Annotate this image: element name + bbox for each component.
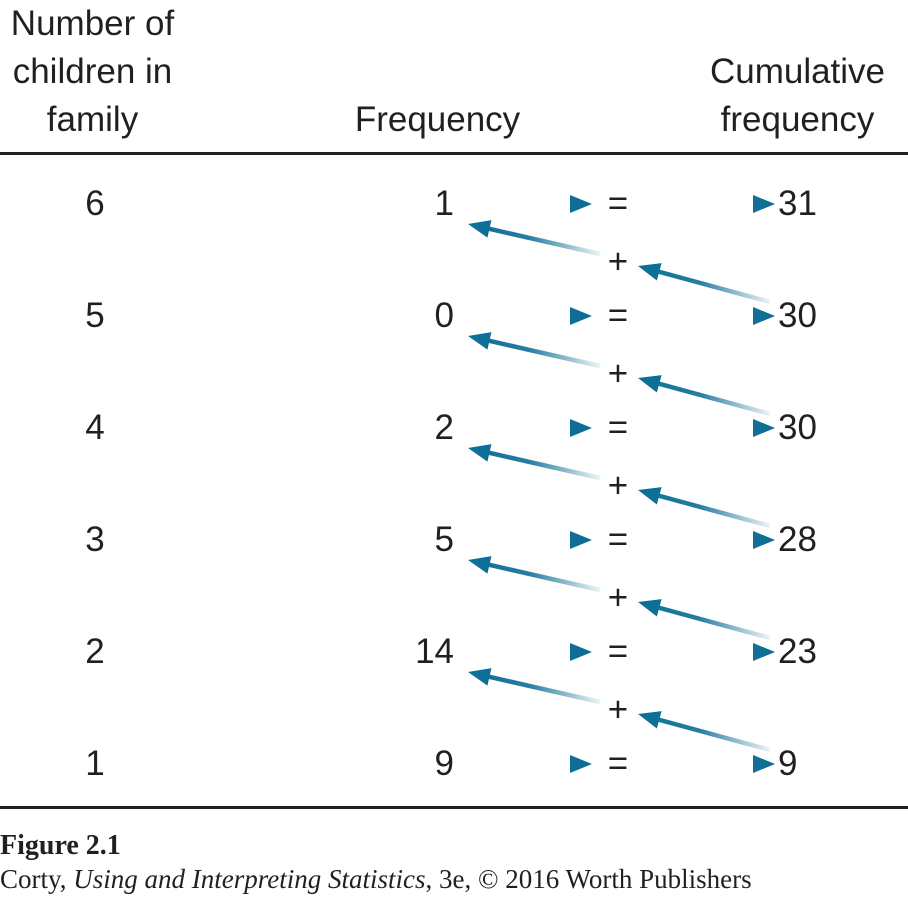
arrow-frequency-to-equals-head: [570, 307, 592, 325]
figure-caption: Figure 2.1 Corty, Using and Interpreting…: [0, 830, 908, 896]
arrow-plus-to-frequency: [485, 561, 601, 593]
equals-sign: =: [607, 520, 629, 559]
header-children-in-family: Number of children in family: [0, 0, 185, 144]
arrow-frequency-to-equals-head: [570, 195, 592, 213]
arrow-cumulative-to-plus-head: [638, 711, 662, 729]
children-count-cell: 1: [85, 744, 105, 783]
header-cumulative-frequency: Cumulative frequency: [690, 48, 905, 144]
header-line: Frequency: [354, 100, 521, 139]
equals-sign: =: [607, 296, 629, 335]
children-count-cell: 2: [85, 632, 105, 671]
arrow-plus-to-frequency-head: [468, 220, 492, 238]
frequency-cell: 1: [434, 184, 454, 223]
equals-sign: =: [607, 408, 629, 447]
header-line: frequency: [720, 100, 875, 139]
arrow-plus-to-frequency: [485, 673, 601, 705]
arrow-plus-to-frequency-head: [468, 668, 492, 686]
cumulative-frequency-cell: 23: [778, 632, 817, 671]
figure-title: Figure 2.1: [0, 830, 121, 861]
plus-sign: +: [607, 578, 629, 617]
top-rule: [0, 152, 908, 155]
equals-sign: =: [607, 632, 629, 671]
children-count-cell: 6: [85, 184, 105, 223]
frequency-cell: 9: [434, 744, 454, 783]
arrow-equals-to-cumulative-head: [753, 531, 775, 549]
credit-rest: , 3e, © 2016 Worth Publishers: [425, 864, 752, 894]
bottom-rule: [0, 806, 908, 809]
frequency-cell: 5: [434, 520, 454, 559]
arrow-cumulative-to-plus-head: [638, 487, 662, 505]
cumulative-frequency-cell: 30: [778, 408, 817, 447]
arrow-plus-to-frequency-head: [468, 556, 492, 574]
arrow-cumulative-to-plus: [654, 716, 771, 753]
arrow-equals-to-cumulative-head: [753, 643, 775, 661]
credit-author: Corty,: [0, 864, 74, 894]
plus-sign: +: [607, 354, 629, 393]
cumulative-frequency-cell: 28: [778, 520, 817, 559]
children-count-cell: 3: [85, 520, 105, 559]
plus-sign: +: [607, 242, 629, 281]
header-line: children in: [12, 52, 173, 91]
arrow-plus-to-frequency: [485, 225, 601, 257]
arrow-plus-to-frequency: [485, 449, 601, 481]
equals-sign: =: [607, 184, 629, 223]
arrow-equals-to-cumulative-head: [753, 419, 775, 437]
children-count-cell: 5: [85, 296, 105, 335]
arrow-equals-to-cumulative-head: [753, 195, 775, 213]
arrow-cumulative-to-plus-head: [638, 263, 662, 281]
figure-credit: Corty, Using and Interpreting Statistics…: [0, 862, 908, 896]
cumulative-frequency-cell: 31: [778, 184, 817, 223]
plus-sign: +: [607, 690, 629, 729]
arrow-cumulative-to-plus: [654, 492, 771, 529]
frequency-cell: 0: [434, 296, 454, 335]
arrow-cumulative-to-plus: [654, 380, 771, 417]
arrow-equals-to-cumulative-head: [753, 755, 775, 773]
arrow-cumulative-to-plus: [654, 268, 771, 305]
arrow-frequency-to-equals-head: [570, 419, 592, 437]
equals-sign: =: [607, 744, 629, 783]
cumulative-frequency-cell: 9: [778, 744, 798, 783]
arrow-frequency-to-equals-head: [570, 755, 592, 773]
plus-sign: +: [607, 466, 629, 505]
children-count-cell: 4: [85, 408, 105, 447]
arrow-plus-to-frequency: [485, 337, 601, 369]
arrow-cumulative-to-plus-head: [638, 599, 662, 617]
credit-book-title: Using and Interpreting Statistics: [73, 864, 426, 894]
frequency-cell: 2: [434, 408, 454, 447]
cumulative-frequency-cell: 30: [778, 296, 817, 335]
header-line: family: [46, 100, 139, 139]
arrow-equals-to-cumulative-head: [753, 307, 775, 325]
frequency-cell: 14: [415, 632, 454, 671]
arrow-frequency-to-equals-head: [570, 643, 592, 661]
header-line: Cumulative: [709, 52, 886, 91]
arrow-frequency-to-equals-head: [570, 531, 592, 549]
arrow-cumulative-to-plus-head: [638, 375, 662, 393]
arrow-cumulative-to-plus: [654, 604, 771, 641]
arrow-plus-to-frequency-head: [468, 332, 492, 350]
header-frequency: Frequency: [330, 96, 545, 144]
arrow-plus-to-frequency-head: [468, 444, 492, 462]
header-line: Number of: [10, 4, 175, 43]
